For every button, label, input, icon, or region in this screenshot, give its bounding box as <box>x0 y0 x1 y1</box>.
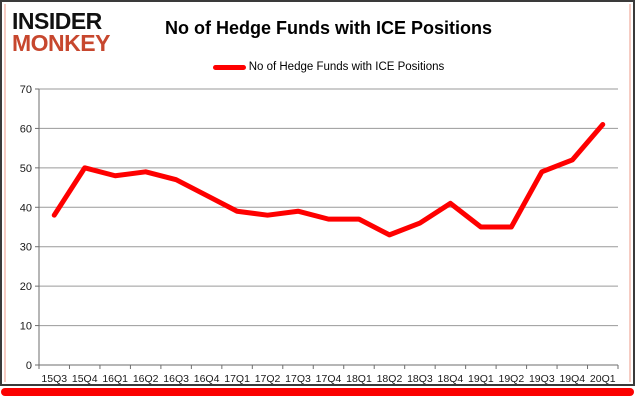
svg-text:15Q4: 15Q4 <box>72 373 98 385</box>
svg-text:17Q3: 17Q3 <box>285 373 311 385</box>
svg-text:70: 70 <box>20 84 32 96</box>
svg-text:60: 60 <box>20 123 32 135</box>
svg-text:19Q3: 19Q3 <box>529 373 555 385</box>
chart-legend: No of Hedge Funds with ICE Positions <box>39 61 618 73</box>
svg-text:30: 30 <box>20 242 32 254</box>
svg-text:0: 0 <box>26 360 32 372</box>
insider-monkey-logo: INSIDER MONKEY <box>12 8 110 56</box>
logo-line-monkey: MONKEY <box>12 29 110 56</box>
svg-text:15Q3: 15Q3 <box>41 373 67 385</box>
legend-line-swatch <box>212 64 246 70</box>
svg-text:17Q4: 17Q4 <box>316 373 342 385</box>
bottom-accent-bar <box>1 388 634 396</box>
svg-text:20: 20 <box>20 281 32 293</box>
svg-text:40: 40 <box>20 202 32 214</box>
left-edge-trim <box>4 4 6 382</box>
svg-text:18Q3: 18Q3 <box>407 373 433 385</box>
logo-line-insider: INSIDER <box>12 8 102 34</box>
svg-text:17Q1: 17Q1 <box>224 373 250 385</box>
svg-text:18Q1: 18Q1 <box>346 373 372 385</box>
svg-text:19Q4: 19Q4 <box>559 373 585 385</box>
chart-card: INSIDER MONKEY No of Hedge Funds with IC… <box>0 0 635 386</box>
svg-text:19Q2: 19Q2 <box>498 373 524 385</box>
svg-text:18Q2: 18Q2 <box>377 373 403 385</box>
svg-text:16Q3: 16Q3 <box>163 373 189 385</box>
right-edge-trim <box>629 4 631 382</box>
svg-text:16Q1: 16Q1 <box>102 373 128 385</box>
svg-text:16Q2: 16Q2 <box>133 373 159 385</box>
svg-text:20Q1: 20Q1 <box>590 373 616 385</box>
legend-label: No of Hedge Funds with ICE Positions <box>248 61 445 73</box>
svg-text:16Q4: 16Q4 <box>194 373 220 385</box>
svg-text:18Q4: 18Q4 <box>438 373 464 385</box>
svg-text:19Q1: 19Q1 <box>468 373 494 385</box>
svg-text:50: 50 <box>20 163 32 175</box>
chart-title: No of Hedge Funds with ICE Positions <box>165 18 492 38</box>
svg-text:10: 10 <box>20 321 32 333</box>
line-chart: 0 10 20 30 40 50 60 70 15Q3 15Q4 16Q1 16Q2 16Q3 16Q4 1… <box>20 84 619 385</box>
svg-text:17Q2: 17Q2 <box>255 373 281 385</box>
